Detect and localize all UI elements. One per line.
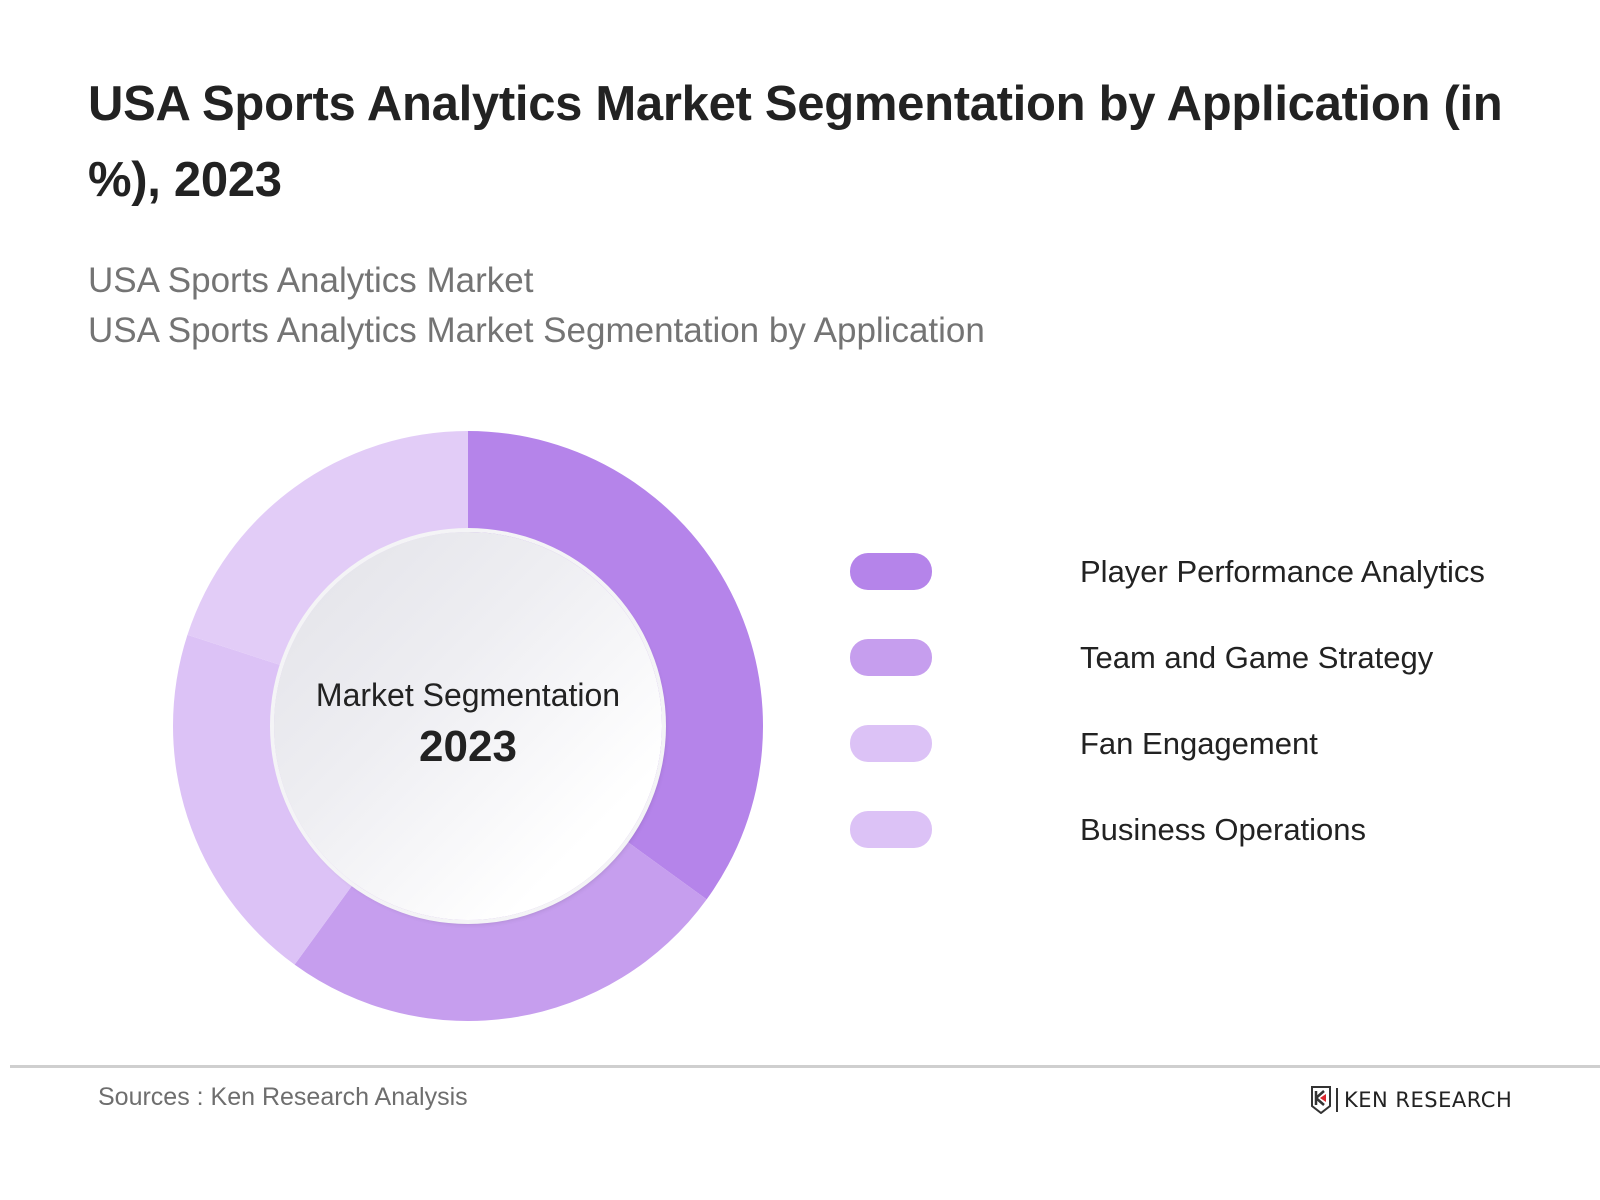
source-note: Sources : Ken Research Analysis (98, 1083, 468, 1111)
center-year: 2023 (419, 721, 517, 771)
donut-segment-team-and-game-strategy (294, 837, 707, 1021)
legend: Player Performance Analytics Team and Ga… (850, 553, 1485, 897)
legend-label: Team and Game Strategy (1080, 639, 1434, 675)
legend-swatch (850, 811, 932, 848)
legend-item-business-operations: Business Operations (850, 811, 1485, 848)
center-label: Market Segmentation (315, 676, 621, 713)
legend-label: Fan Engagement (1080, 725, 1318, 761)
legend-swatch (850, 553, 932, 590)
shield-k-icon (1311, 1086, 1331, 1114)
subtitle-line-2: USA Sports Analytics Market Segmentation… (88, 311, 985, 350)
donut-segment-business-operations (187, 431, 468, 668)
donut-center: Market Segmentation 2023 (274, 532, 662, 920)
footer-divider (10, 1065, 1600, 1068)
legend-label: Player Performance Analytics (1080, 553, 1485, 589)
subtitle-line-1: USA Sports Analytics Market (88, 261, 534, 300)
subtitle: USA Sports Analytics Market USA Sports A… (88, 256, 985, 356)
legend-item-player-performance: Player Performance Analytics (850, 553, 1485, 590)
legend-swatch (850, 725, 932, 762)
chart-title: USA Sports Analytics Market Segmentation… (88, 77, 1503, 207)
logo-text: KEN RESEARCH (1344, 1088, 1513, 1112)
legend-item-team-game-strategy: Team and Game Strategy (850, 639, 1485, 676)
donut-segment-fan-engagement (173, 634, 357, 965)
legend-item-fan-engagement: Fan Engagement (850, 725, 1485, 762)
donut-chart: Market Segmentation 2023 (173, 431, 763, 1021)
legend-label: Business Operations (1080, 811, 1367, 847)
legend-swatch (850, 639, 932, 676)
ken-research-logo: KEN RESEARCH (1310, 1086, 1512, 1114)
logo-divider (1336, 1088, 1338, 1112)
